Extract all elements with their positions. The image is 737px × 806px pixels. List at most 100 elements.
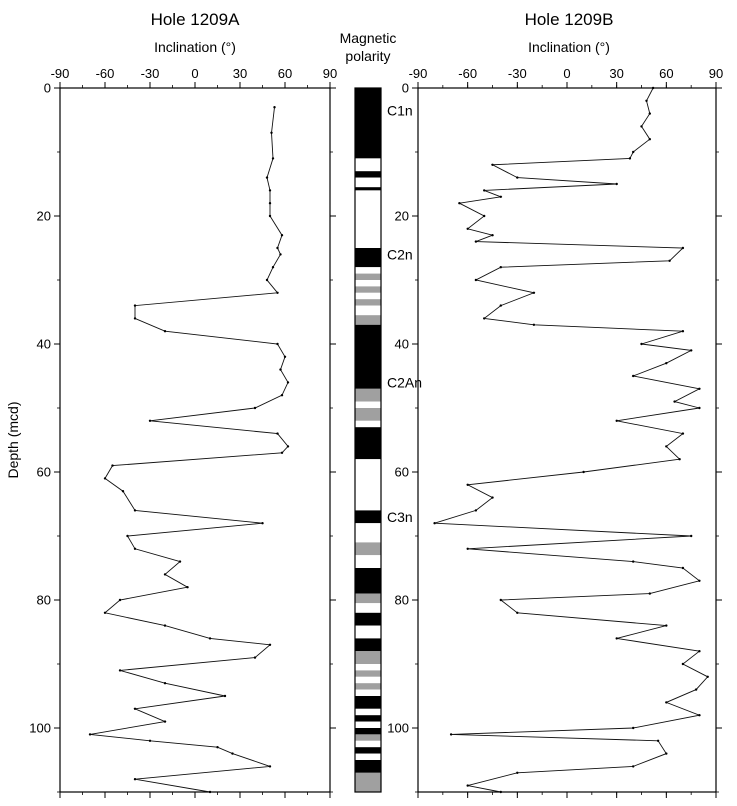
hole-1209a-data-point: [223, 694, 227, 698]
polarity-interval-normal: [355, 248, 381, 268]
polarity-interval-reversed: [355, 708, 381, 716]
polarity-interval-reversed: [355, 676, 381, 684]
polarity-interval-gray: [355, 683, 381, 690]
hole-1209b-data-point: [499, 790, 502, 794]
hole-1209a-xlabel: Inclination (°): [154, 39, 236, 55]
hole-1209a-data-point: [208, 790, 212, 794]
hole-1209b-data-point: [433, 522, 436, 525]
hole-1209a-data-point: [271, 157, 275, 160]
chron-label: C1n: [387, 102, 413, 118]
hole-1209a-xtick-label: -60: [96, 66, 115, 81]
hole-1209a-data-point: [163, 720, 167, 723]
hole-1209b-data-point: [698, 406, 701, 410]
polarity-interval-normal: [355, 324, 381, 389]
hole-1209a-data-point: [270, 131, 273, 134]
hole-1209a-ytick-label: 20: [37, 209, 51, 224]
hole-1209b-data-point: [632, 150, 635, 154]
polarity-interval-reversed: [355, 158, 381, 172]
hole-1209b-data-point: [491, 234, 494, 237]
hole-1209b-ytick-label: 0: [402, 81, 409, 96]
hole-1209b-data-point: [474, 240, 478, 243]
hole-1209a-data-point: [276, 342, 279, 346]
polarity-interval-gray: [355, 388, 381, 402]
polarity-interval-reversed: [355, 523, 381, 543]
hole-1209a-data-point: [163, 330, 167, 333]
hole-1209a-data-point: [279, 368, 282, 371]
hole-1209a-data-point: [268, 214, 272, 218]
hole-1209a-ytick-label: 40: [37, 337, 51, 352]
hole-1209b-data-point: [466, 227, 469, 230]
hole-1209a-data-point: [133, 317, 137, 320]
hole-1209b-xtick-label: 0: [563, 66, 570, 81]
polarity-interval-reversed: [355, 753, 381, 760]
polarity-interval-reversed: [355, 625, 381, 639]
polarity-interval-normal: [355, 728, 381, 735]
hole-1209b-ytick-label: 100: [387, 721, 409, 736]
polarity-interval-gray: [355, 772, 381, 792]
polarity-interval-reversed: [355, 267, 381, 274]
polarity-interval-normal: [355, 427, 381, 460]
hole-1209b-panel: Hole 1209B Inclination (°) -90 -60 -30 0 30 6…: [387, 10, 723, 798]
hole-1209a-data-point: [265, 176, 269, 179]
hole-1209a-data-point: [178, 560, 182, 563]
polarity-interval-gray: [355, 273, 381, 280]
hole-1209b-data-point: [632, 726, 635, 730]
hole-1209b-data-point: [648, 138, 651, 141]
hole-1209a-data-point: [118, 598, 122, 602]
polarity-interval-gray: [355, 542, 381, 556]
polarity-interval-normal: [355, 696, 381, 709]
polarity-interval-reversed: [355, 603, 381, 613]
hole-1209b-data-point: [673, 400, 676, 403]
hole-1209a-data-point: [111, 464, 114, 467]
polarity-interval-reversed: [355, 555, 381, 568]
hole-1209a-title: Hole 1209A: [151, 10, 241, 29]
hole-1209b-data-point: [491, 163, 494, 166]
polarity-interval-reversed: [355, 177, 381, 188]
hole-1209a-data-point: [253, 406, 257, 410]
hole-1209a-data-point: [283, 355, 287, 358]
polarity-interval-normal: [355, 510, 381, 524]
hole-1209b-data-point: [694, 688, 698, 691]
hole-1209a-data-point: [133, 304, 137, 307]
hole-1209a-ytick-label: 0: [44, 81, 51, 96]
hole-1209a-data-point: [261, 522, 264, 525]
polarity-interval-reversed: [355, 721, 381, 728]
hole-1209a-data-point: [118, 669, 122, 672]
hole-1209b-data-point: [615, 182, 618, 186]
polarity-interval-reversed: [355, 459, 381, 511]
chron-label: C3n: [387, 509, 413, 525]
polarity-interval-gray: [355, 670, 381, 677]
hole-1209b-xtick-label: 60: [659, 66, 673, 81]
hole-1209b-data-point: [640, 125, 643, 128]
hole-1209a-data-point: [280, 394, 284, 397]
polarity-interval-normal: [355, 88, 381, 159]
polarity-interval-normal: [355, 171, 381, 178]
hole-1209a-data-point: [103, 611, 107, 614]
polarity-interval-reversed: [355, 292, 381, 300]
hole-1209b-data-point: [499, 195, 502, 198]
hole-1209a-data-point: [265, 278, 269, 282]
hole-1209b-ytick-label: 80: [395, 593, 409, 608]
polarity-interval-reversed: [355, 420, 381, 428]
hole-1209a-xtick-label: 0: [191, 66, 198, 81]
polarity-interval-reversed: [355, 190, 381, 248]
hole-1209a-inclination-trace: [89, 107, 289, 793]
hole-1209b-xtick-label: -60: [458, 66, 477, 81]
hole-1209b-data-point: [690, 534, 693, 538]
hole-1209a-data-point: [253, 656, 257, 659]
hole-1209b-data-point: [648, 592, 651, 595]
polarity-title-line1: Magnetic: [340, 30, 397, 46]
polarity-interval-gray: [355, 651, 381, 664]
hole-1209b-xlabel: Inclination (°): [528, 39, 610, 55]
hole-1209b-ytick-label: 60: [395, 465, 409, 480]
hole-1209b-data-point: [483, 214, 486, 218]
hole-1209b-data-point: [483, 189, 486, 192]
hole-1209b-data-point: [665, 701, 668, 704]
hole-1209a-data-point: [268, 643, 272, 646]
hole-1209b-data-point: [615, 419, 618, 422]
hole-1209b-data-point: [628, 157, 632, 160]
hole-1209b-data-point: [516, 611, 519, 614]
hole-1209a-data-point: [268, 202, 272, 205]
hole-1209b-data-point: [698, 579, 701, 582]
